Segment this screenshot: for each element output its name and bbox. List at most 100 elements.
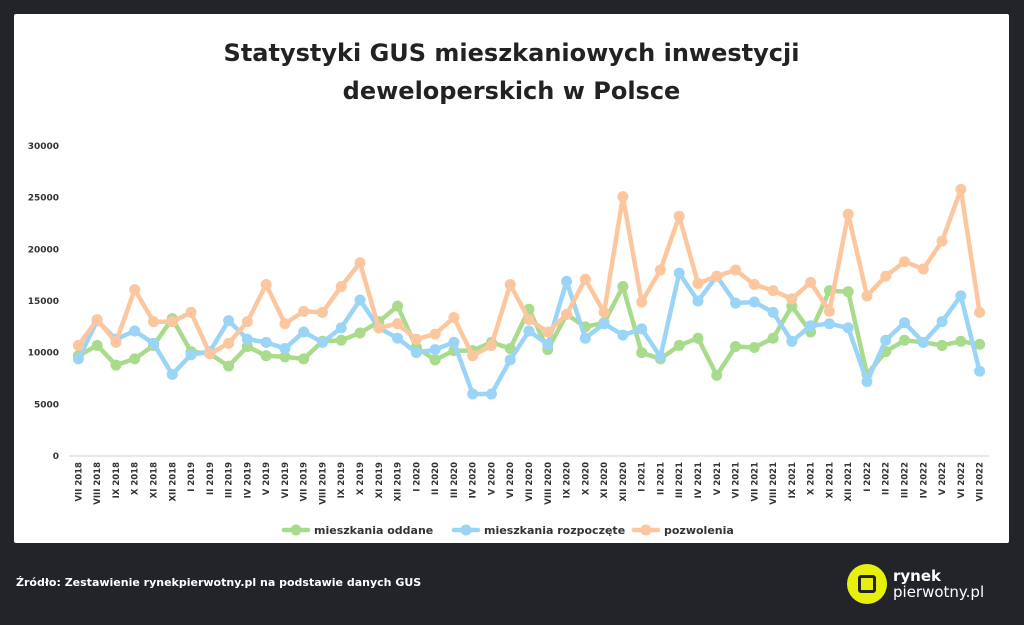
series-1-point-30 bbox=[636, 323, 648, 335]
series-1-point-42 bbox=[861, 376, 873, 388]
x-tick-label-17: XII 2019 bbox=[394, 462, 404, 502]
series-0-point-2 bbox=[110, 359, 122, 371]
x-tick-label-24: VII 2020 bbox=[525, 462, 535, 502]
x-tick-label-34: V 2021 bbox=[713, 462, 723, 495]
series-1-point-32 bbox=[673, 267, 685, 279]
x-tick-label-42: I 2022 bbox=[863, 462, 873, 492]
logo-text: rynek pierwotny.pl bbox=[893, 568, 984, 600]
series-2-point-37 bbox=[767, 285, 779, 297]
series-0-point-11 bbox=[279, 351, 291, 363]
series-1-point-26 bbox=[561, 275, 573, 287]
series-2-point-1 bbox=[91, 314, 103, 326]
legend-label-0: mieszkania oddane bbox=[314, 524, 433, 537]
x-tick-label-40: XI 2021 bbox=[825, 462, 835, 498]
series-2-point-45 bbox=[917, 263, 929, 275]
legend-entry-0: mieszkania oddane bbox=[281, 524, 433, 537]
series-1-point-28 bbox=[598, 318, 610, 330]
series-1-point-45 bbox=[917, 336, 929, 348]
legend-swatch-dot-0 bbox=[290, 524, 302, 536]
x-tick-label-30: I 2021 bbox=[638, 462, 648, 492]
series-2-point-0 bbox=[72, 339, 84, 351]
x-tick-label-44: III 2022 bbox=[901, 462, 911, 498]
series-2-point-28 bbox=[598, 306, 610, 318]
series-1-point-15 bbox=[354, 294, 366, 306]
series-1-point-19 bbox=[429, 344, 441, 356]
x-tick-label-13: VIII 2019 bbox=[318, 462, 328, 505]
series-1-point-27 bbox=[579, 332, 591, 344]
legend-label-2: pozwolenia bbox=[664, 524, 734, 537]
x-tick-label-4: XI 2018 bbox=[149, 462, 159, 498]
x-tick-label-43: II 2022 bbox=[882, 462, 892, 495]
x-tick-label-25: VIII 2020 bbox=[544, 462, 554, 505]
series-1-point-13 bbox=[316, 336, 328, 348]
series-0-point-19 bbox=[429, 354, 441, 366]
x-tick-label-48: VII 2022 bbox=[976, 462, 986, 502]
x-tick-label-3: X 2018 bbox=[131, 462, 141, 495]
x-tick-label-29: XII 2020 bbox=[619, 462, 629, 502]
series-2-point-42 bbox=[861, 290, 873, 302]
series-0-point-23 bbox=[504, 343, 516, 355]
series-2-point-35 bbox=[730, 264, 742, 276]
series-1-point-29 bbox=[617, 329, 629, 341]
legend-label-1: mieszkania rozpoczęte bbox=[484, 524, 625, 537]
series-2-point-16 bbox=[373, 322, 385, 334]
series-0-point-36 bbox=[748, 342, 760, 353]
x-tick-label-21: IV 2020 bbox=[469, 462, 479, 498]
x-tick-label-26: IX 2020 bbox=[563, 462, 573, 498]
chart-title-line-1: Statystyki GUS mieszkaniowych inwestycji bbox=[223, 39, 800, 67]
series-1-point-41 bbox=[842, 322, 854, 334]
series-2-point-30 bbox=[636, 296, 648, 308]
series-0-point-10 bbox=[260, 350, 272, 362]
series-0-point-44 bbox=[899, 334, 911, 346]
x-tick-label-8: III 2019 bbox=[225, 462, 235, 498]
logo-text-line-2: pierwotny.pl bbox=[893, 583, 985, 601]
series-2-point-9 bbox=[241, 316, 253, 328]
series-1-point-18 bbox=[410, 347, 422, 359]
y-tick-label-5: 25000 bbox=[28, 194, 59, 204]
series-1-point-31 bbox=[654, 351, 666, 363]
series-0-point-37 bbox=[767, 332, 779, 344]
series-1-point-12 bbox=[298, 326, 310, 338]
series-2-point-31 bbox=[654, 264, 666, 276]
series-1-point-9 bbox=[241, 333, 253, 345]
series-0-point-12 bbox=[298, 353, 310, 365]
series-2-point-7 bbox=[204, 348, 216, 360]
x-tick-label-39: X 2021 bbox=[807, 462, 817, 495]
series-1-point-38 bbox=[786, 335, 798, 347]
series-2-point-32 bbox=[673, 210, 685, 222]
series-2-point-34 bbox=[711, 270, 723, 282]
x-tick-label-12: VII 2019 bbox=[300, 462, 310, 502]
series-2-point-48 bbox=[974, 306, 986, 318]
series-2-point-24 bbox=[523, 314, 535, 326]
series-2-point-26 bbox=[561, 308, 573, 320]
series-1-point-39 bbox=[805, 320, 817, 332]
series-0-point-47 bbox=[955, 335, 967, 347]
x-tick-label-6: I 2019 bbox=[187, 462, 197, 492]
y-tick-label-4: 20000 bbox=[28, 245, 59, 255]
series-2-point-18 bbox=[410, 333, 422, 345]
series-1-point-5 bbox=[166, 368, 178, 380]
x-tick-label-18: I 2020 bbox=[412, 462, 422, 492]
x-tick-label-19: II 2020 bbox=[431, 462, 441, 495]
series-1-point-33 bbox=[692, 295, 704, 307]
x-tick-label-11: VI 2019 bbox=[281, 462, 291, 498]
series-0-point-34 bbox=[711, 369, 723, 381]
series-2-point-14 bbox=[335, 281, 347, 293]
series-1-point-10 bbox=[260, 336, 272, 348]
series-2-point-6 bbox=[185, 306, 197, 318]
brand-logo: rynek pierwotny.pl bbox=[847, 563, 984, 605]
series-1-point-11 bbox=[279, 343, 291, 355]
series-1-point-48 bbox=[974, 365, 986, 377]
y-tick-label-2: 10000 bbox=[28, 349, 59, 359]
series-1-point-47 bbox=[955, 290, 967, 302]
series-1-point-8 bbox=[223, 315, 235, 327]
y-tick-label-0: 0 bbox=[53, 452, 59, 462]
series-1-point-22 bbox=[485, 388, 497, 400]
series-1-point-35 bbox=[730, 297, 742, 309]
logo-mark-icon bbox=[847, 564, 887, 604]
series-2-point-43 bbox=[880, 270, 892, 282]
y-tick-label-1: 5000 bbox=[34, 400, 59, 410]
x-tick-label-22: V 2020 bbox=[487, 462, 497, 495]
series-1-point-37 bbox=[767, 306, 779, 318]
series-2-point-20 bbox=[448, 312, 460, 324]
